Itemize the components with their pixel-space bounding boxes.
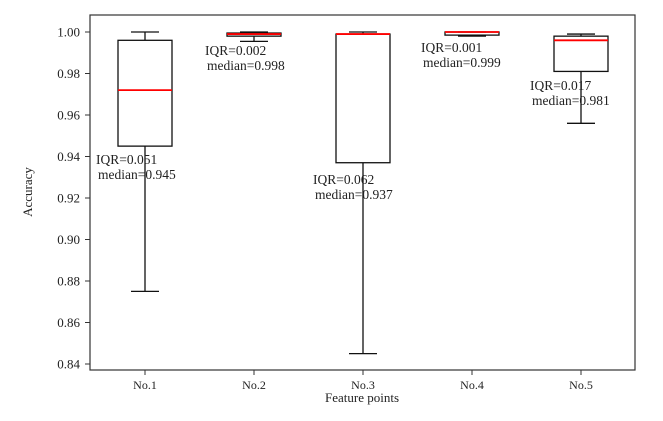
x-tick-label: No.4 [460, 378, 484, 392]
box-No.2 [226, 31, 282, 42]
y-axis-label: Accuracy [20, 167, 35, 217]
y-tick-label: 0.96 [57, 108, 80, 123]
box-No.5 [553, 33, 609, 124]
annotations: IQR=0.051median=0.945IQR=0.002median=0.9… [96, 40, 610, 202]
x-tick-label: No.2 [242, 378, 266, 392]
iqr-label: IQR=0.062 [313, 172, 374, 187]
iqr-label: IQR=0.017 [530, 78, 591, 93]
iqr-box [117, 39, 173, 147]
y-tick-label: 0.86 [57, 315, 80, 330]
x-axis-label: Feature points [325, 390, 399, 405]
y-tick-label: 0.84 [57, 357, 80, 372]
iqr-label: IQR=0.051 [96, 152, 157, 167]
y-tick-label: 0.98 [57, 66, 80, 81]
y-tick-label: 0.94 [57, 149, 80, 164]
x-tick-label: No.3 [351, 378, 375, 392]
boxes [117, 31, 609, 355]
iqr-label: IQR=0.001 [421, 40, 482, 55]
iqr-label: IQR=0.002 [205, 43, 266, 58]
median-label: median=0.945 [98, 167, 176, 182]
iqr-box [335, 33, 391, 164]
y-tick-label: 0.92 [57, 191, 80, 206]
median-label: median=0.981 [532, 93, 610, 108]
median-label: median=0.937 [315, 187, 393, 202]
y-axis: 0.84 0.86 0.88 0.90 0.92 0.94 0.96 0.98 1.00 [57, 25, 90, 372]
box-No.4 [444, 31, 500, 37]
median-label: median=0.999 [423, 55, 501, 70]
y-tick-label: 0.90 [57, 232, 80, 247]
box-No.1 [117, 31, 173, 293]
y-tick-label: 1.00 [57, 25, 80, 40]
y-tick-label: 0.88 [57, 274, 80, 289]
box-No.3 [335, 31, 391, 355]
x-axis: No.1 No.2 No.3 No.4 No.5 [133, 370, 593, 392]
x-tick-label: No.5 [569, 378, 593, 392]
median-label: median=0.998 [207, 58, 285, 73]
iqr-box [553, 35, 609, 73]
x-tick-label: No.1 [133, 378, 157, 392]
